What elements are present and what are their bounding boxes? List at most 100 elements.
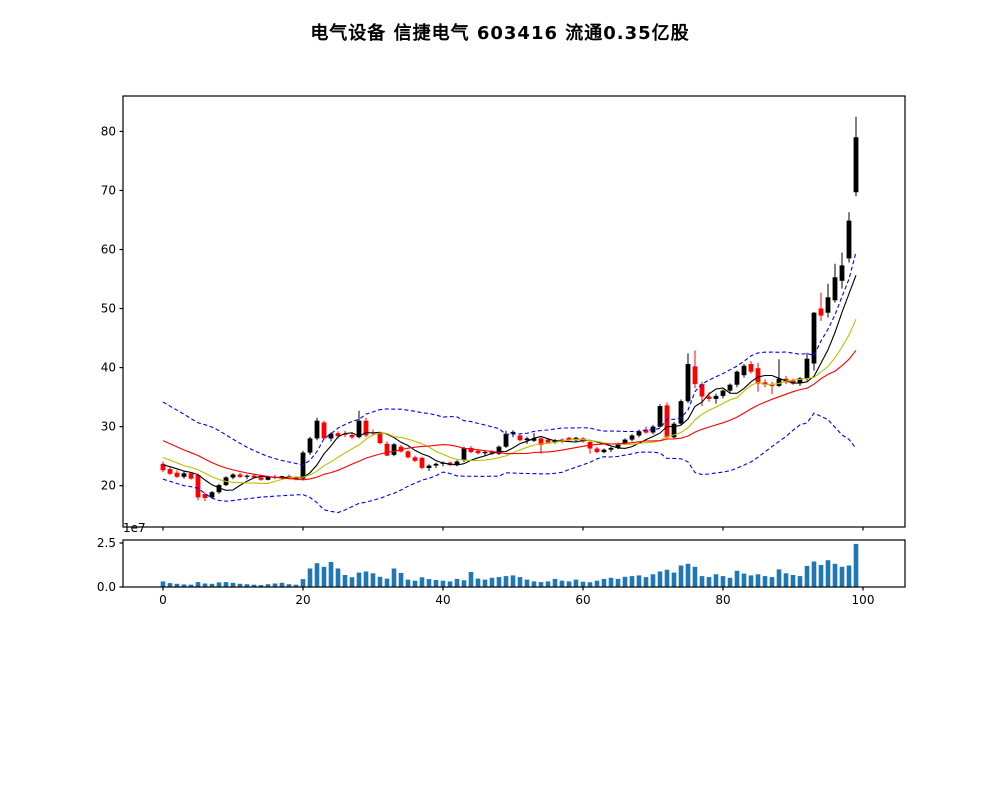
candle-body xyxy=(538,438,544,445)
candle-body xyxy=(503,433,509,447)
volume-bar xyxy=(202,583,208,587)
volume-bar xyxy=(510,575,516,587)
candle-body xyxy=(412,457,418,461)
volume-bar xyxy=(552,578,558,587)
candle-body xyxy=(244,475,250,477)
volume-bar xyxy=(615,578,621,587)
candle-body xyxy=(468,447,474,452)
volume-bar xyxy=(482,579,488,587)
volume-bar xyxy=(566,581,572,587)
volume-bar xyxy=(314,563,320,587)
candle-body xyxy=(300,452,306,479)
candle-body xyxy=(755,368,761,384)
candle-body xyxy=(804,358,810,379)
volume-bar xyxy=(713,574,719,587)
volume-bar xyxy=(720,576,726,587)
candle-body xyxy=(496,446,502,454)
ma20-line xyxy=(162,349,857,481)
volume-bar xyxy=(769,577,775,587)
volume-bar xyxy=(573,579,579,587)
candle-body xyxy=(671,423,677,438)
volume-bar xyxy=(538,582,544,587)
volume-bar xyxy=(727,577,733,587)
volume-bar xyxy=(587,582,593,587)
y-axis-tick-label: 40 xyxy=(101,361,116,375)
volume-y-tick-label: 0.0 xyxy=(97,580,116,594)
volume-bar xyxy=(307,568,313,587)
volume-bar xyxy=(776,569,782,587)
volume-bar xyxy=(797,576,803,587)
x-axis-tick-label: 0 xyxy=(159,593,167,607)
candle-body xyxy=(832,277,838,301)
candle-body xyxy=(251,475,257,478)
candle-body xyxy=(678,401,684,424)
volume-bar xyxy=(447,581,453,587)
candle-body xyxy=(622,439,628,444)
candle-body xyxy=(307,438,313,453)
volume-bar xyxy=(755,574,761,587)
volume-bar xyxy=(223,582,229,587)
candle-body xyxy=(790,380,796,384)
candle-body xyxy=(293,478,299,480)
price-axis-frame xyxy=(122,95,906,528)
candle-body xyxy=(713,395,719,399)
volume-bar xyxy=(734,570,740,587)
volume-bar xyxy=(692,566,698,587)
volume-bar xyxy=(489,577,495,587)
volume-bar xyxy=(328,562,334,587)
volume-bar xyxy=(664,569,670,587)
volume-axis-frame xyxy=(122,539,906,588)
volume-bar xyxy=(181,584,187,587)
candle-body xyxy=(202,493,208,498)
volume-bar xyxy=(790,575,796,587)
candle-body xyxy=(846,220,852,259)
volume-bar xyxy=(503,576,509,587)
volume-bar xyxy=(608,577,614,587)
chart-title: 电气设备 信捷电气 603416 流通0.35亿股 xyxy=(310,23,690,44)
candle-body xyxy=(489,451,495,454)
volume-bar xyxy=(209,583,215,587)
candle-body xyxy=(454,461,460,465)
volume-bar xyxy=(216,582,222,587)
volume-bar xyxy=(377,576,383,587)
x-axis-tick-label: 100 xyxy=(852,593,875,607)
candle-body xyxy=(657,406,663,427)
candle-body xyxy=(335,433,341,437)
candle-body xyxy=(748,364,754,372)
candle-body xyxy=(209,492,215,498)
candle-body xyxy=(608,447,614,450)
candle-body xyxy=(524,438,530,441)
volume-bar xyxy=(244,584,250,587)
volume-bar xyxy=(594,580,600,587)
volume-bar xyxy=(342,575,348,587)
volume-bar xyxy=(496,577,502,587)
volume-bar xyxy=(650,574,656,587)
volume-bar xyxy=(160,581,166,587)
volume-bar xyxy=(678,565,684,587)
volume-bar xyxy=(195,582,201,587)
candle-body xyxy=(349,434,355,438)
volume-bar xyxy=(741,573,747,587)
candle-body xyxy=(195,475,201,498)
candle-body xyxy=(160,463,166,471)
volume-bar xyxy=(811,561,817,587)
candle-body xyxy=(342,433,348,435)
candle-body xyxy=(230,474,236,478)
boll-lower-line xyxy=(162,412,857,514)
candle-body xyxy=(734,371,740,385)
volume-bar xyxy=(846,565,852,587)
candle-body xyxy=(839,265,845,281)
candle-body xyxy=(377,433,383,444)
ma10-line xyxy=(162,318,857,484)
volume-bar xyxy=(643,577,649,587)
y-axis-tick-label: 60 xyxy=(101,243,116,257)
volume-bar xyxy=(839,566,845,587)
candle-body xyxy=(328,433,334,439)
volume-bar xyxy=(188,584,194,587)
volume-bar xyxy=(671,572,677,587)
volume-bar xyxy=(426,579,432,587)
candle-body xyxy=(314,420,320,439)
candle-body xyxy=(531,438,537,441)
volume-bar xyxy=(657,571,663,587)
